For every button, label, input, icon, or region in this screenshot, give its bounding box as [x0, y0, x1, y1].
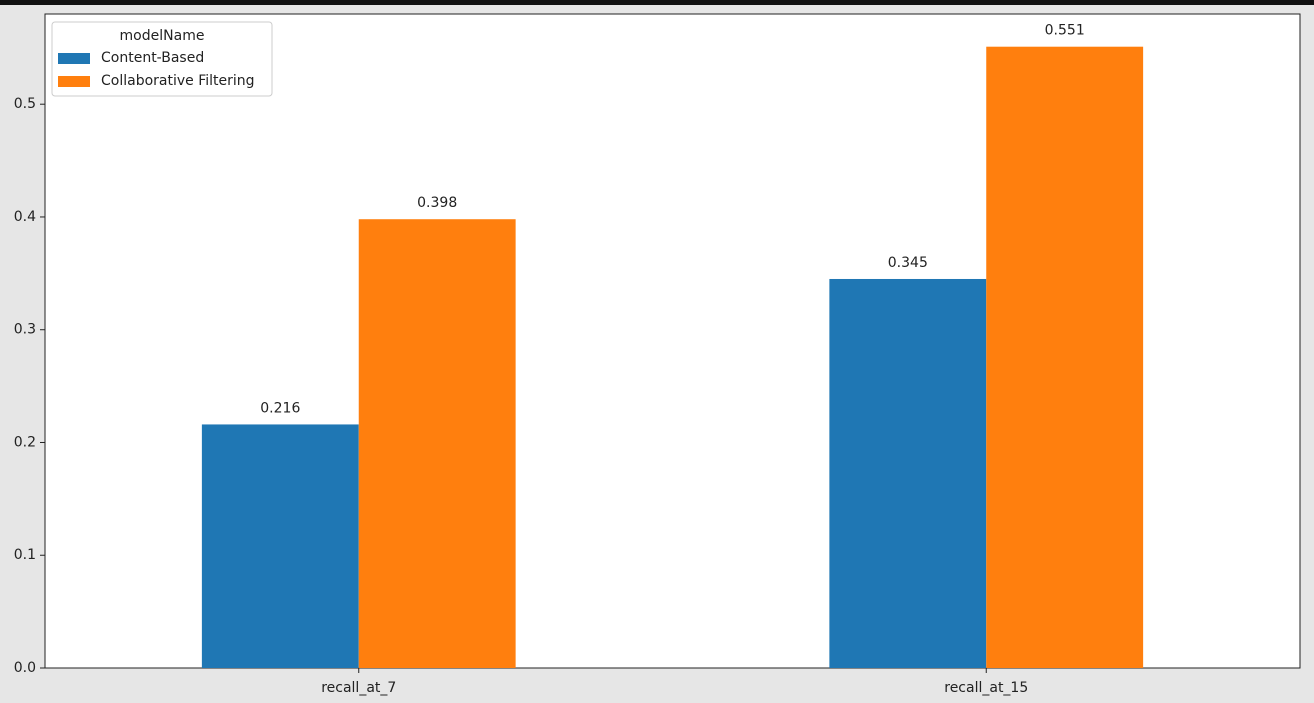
bar — [829, 278, 987, 668]
value-label: 0.216 — [260, 400, 300, 416]
legend-label: Content-Based — [101, 50, 204, 66]
legend-swatch — [58, 76, 90, 87]
bar — [358, 219, 516, 668]
legend-title: modelName — [120, 28, 205, 44]
y-tick-label: 0.4 — [14, 209, 36, 225]
x-tick-label: recall_at_15 — [944, 680, 1028, 696]
y-tick-label: 0.3 — [14, 322, 36, 338]
y-tick-label: 0.0 — [14, 660, 36, 676]
y-tick-label: 0.5 — [14, 96, 36, 112]
value-label: 0.345 — [888, 255, 928, 271]
legend-box — [51, 21, 273, 97]
legend-swatch — [58, 53, 90, 64]
bar — [201, 424, 359, 668]
value-label: 0.398 — [417, 195, 457, 211]
bar — [986, 46, 1144, 668]
x-tick-label: recall_at_7 — [321, 680, 396, 696]
value-label: 0.551 — [1045, 23, 1085, 39]
legend-label: Collaborative Filtering — [101, 73, 255, 89]
y-tick-label: 0.1 — [14, 547, 36, 563]
y-tick-label: 0.2 — [14, 434, 36, 450]
top-border — [0, 0, 1314, 5]
